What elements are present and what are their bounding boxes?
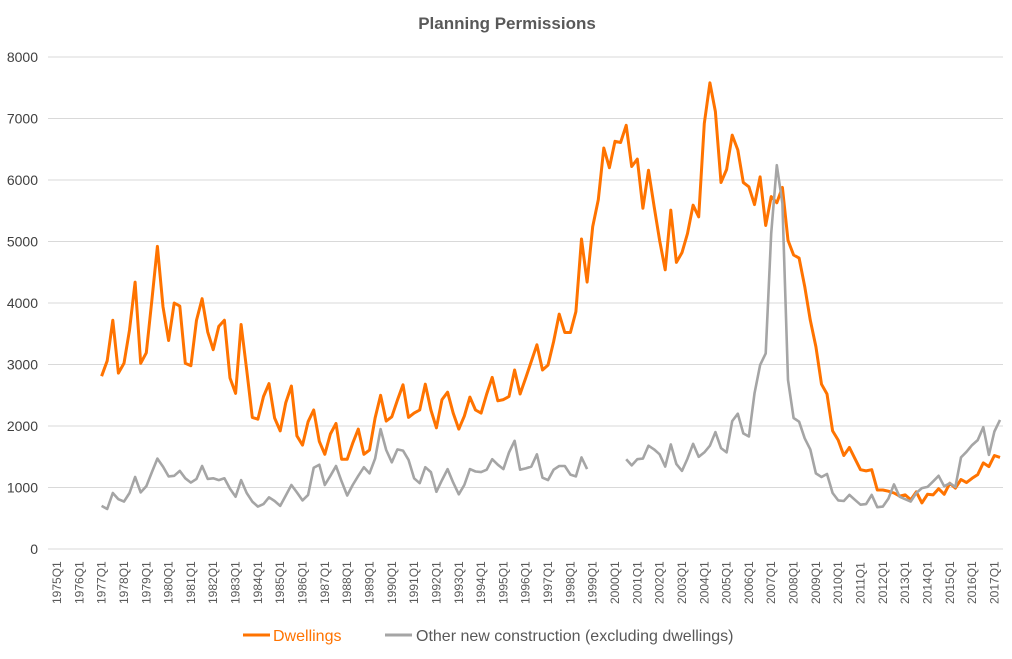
x-tick-label: 1991Q1	[407, 561, 421, 604]
x-tick-label: 1989Q1	[362, 561, 376, 604]
gridlines	[48, 56, 1003, 550]
x-tick-label: 1999Q1	[586, 561, 600, 604]
x-tick-label: 1983Q1	[229, 561, 243, 604]
y-tick-label: 6000	[7, 172, 38, 188]
x-tick-label: 1980Q1	[162, 561, 176, 604]
x-tick-label: 2005Q1	[720, 561, 734, 604]
x-tick-label: 2002Q1	[653, 561, 667, 604]
y-tick-label: 7000	[7, 111, 38, 127]
legend-label: Other new construction (excluding dwelli…	[416, 628, 733, 645]
x-tick-label: 1986Q1	[296, 561, 310, 604]
x-tick-label: 1997Q1	[541, 561, 555, 604]
x-tick-label: 1995Q1	[496, 561, 510, 604]
x-tick-label: 2011Q1	[854, 562, 868, 604]
x-tick-label: 1998Q1	[563, 561, 577, 604]
x-tick-label: 2012Q1	[876, 561, 890, 604]
y-tick-label: 1000	[7, 480, 38, 496]
x-tick-label: 1984Q1	[251, 561, 265, 604]
x-tick-label: 2008Q1	[787, 561, 801, 604]
x-tick-label: 1978Q1	[117, 561, 131, 604]
legend-item: Other new construction (excluding dwelli…	[385, 628, 733, 645]
y-tick-label: 5000	[7, 234, 38, 250]
x-tick-label: 1994Q1	[474, 561, 488, 604]
x-tick-label: 1979Q1	[139, 561, 153, 604]
x-axis-ticks: 1975Q1 1976Q1 1977Q1 1978Q1 1979Q1 1980Q1 1981…	[50, 561, 1001, 604]
legend: Dwellings Other new construction (excludi…	[243, 628, 733, 645]
x-tick-label: 2016Q1	[965, 561, 979, 604]
series-lines	[100, 81, 1002, 511]
x-tick-label: 1985Q1	[273, 561, 287, 604]
x-tick-label: 1975Q1	[50, 561, 64, 604]
y-axis-ticks: 0 1000 2000 3000 4000 5000 6000 7000 8000	[7, 49, 38, 557]
y-tick-label: 8000	[7, 49, 38, 65]
x-tick-label: 1990Q1	[385, 561, 399, 604]
x-tick-label: 1996Q1	[519, 561, 533, 604]
y-tick-label: 4000	[7, 295, 38, 311]
series-line-dwellings	[100, 81, 1001, 505]
x-tick-label: 1977Q1	[95, 561, 109, 604]
x-tick-label: 2010Q1	[831, 561, 845, 604]
x-tick-label: 2007Q1	[764, 561, 778, 604]
x-tick-label: 1988Q1	[340, 561, 354, 604]
x-tick-label: 1987Q1	[318, 561, 332, 604]
x-tick-label: 2009Q1	[809, 561, 823, 604]
x-tick-label: 1976Q1	[72, 561, 86, 604]
x-tick-label: 2000Q1	[608, 561, 622, 604]
x-tick-label: 2003Q1	[675, 561, 689, 604]
x-tick-label: 2013Q1	[898, 561, 912, 604]
x-tick-label: 2015Q1	[943, 561, 957, 604]
x-tick-label: 1982Q1	[206, 561, 220, 604]
x-tick-label: 2014Q1	[920, 561, 934, 604]
chart-title: Planning Permissions	[418, 14, 596, 33]
y-tick-label: 0	[30, 541, 38, 557]
x-tick-label: 2004Q1	[697, 561, 711, 604]
legend-label: Dwellings	[273, 628, 341, 645]
x-tick-label: 2001Q1	[630, 561, 644, 604]
y-tick-label: 2000	[7, 418, 38, 434]
x-tick-label: 2017Q1	[987, 561, 1001, 604]
x-tick-label: 1992Q1	[429, 561, 443, 604]
y-tick-label: 3000	[7, 357, 38, 373]
series-line-other-construction	[100, 163, 1002, 511]
x-tick-label: 2006Q1	[742, 561, 756, 604]
x-tick-label: 1993Q1	[452, 561, 466, 604]
x-tick-label: 1981Q1	[184, 561, 198, 604]
legend-item: Dwellings	[243, 628, 341, 645]
